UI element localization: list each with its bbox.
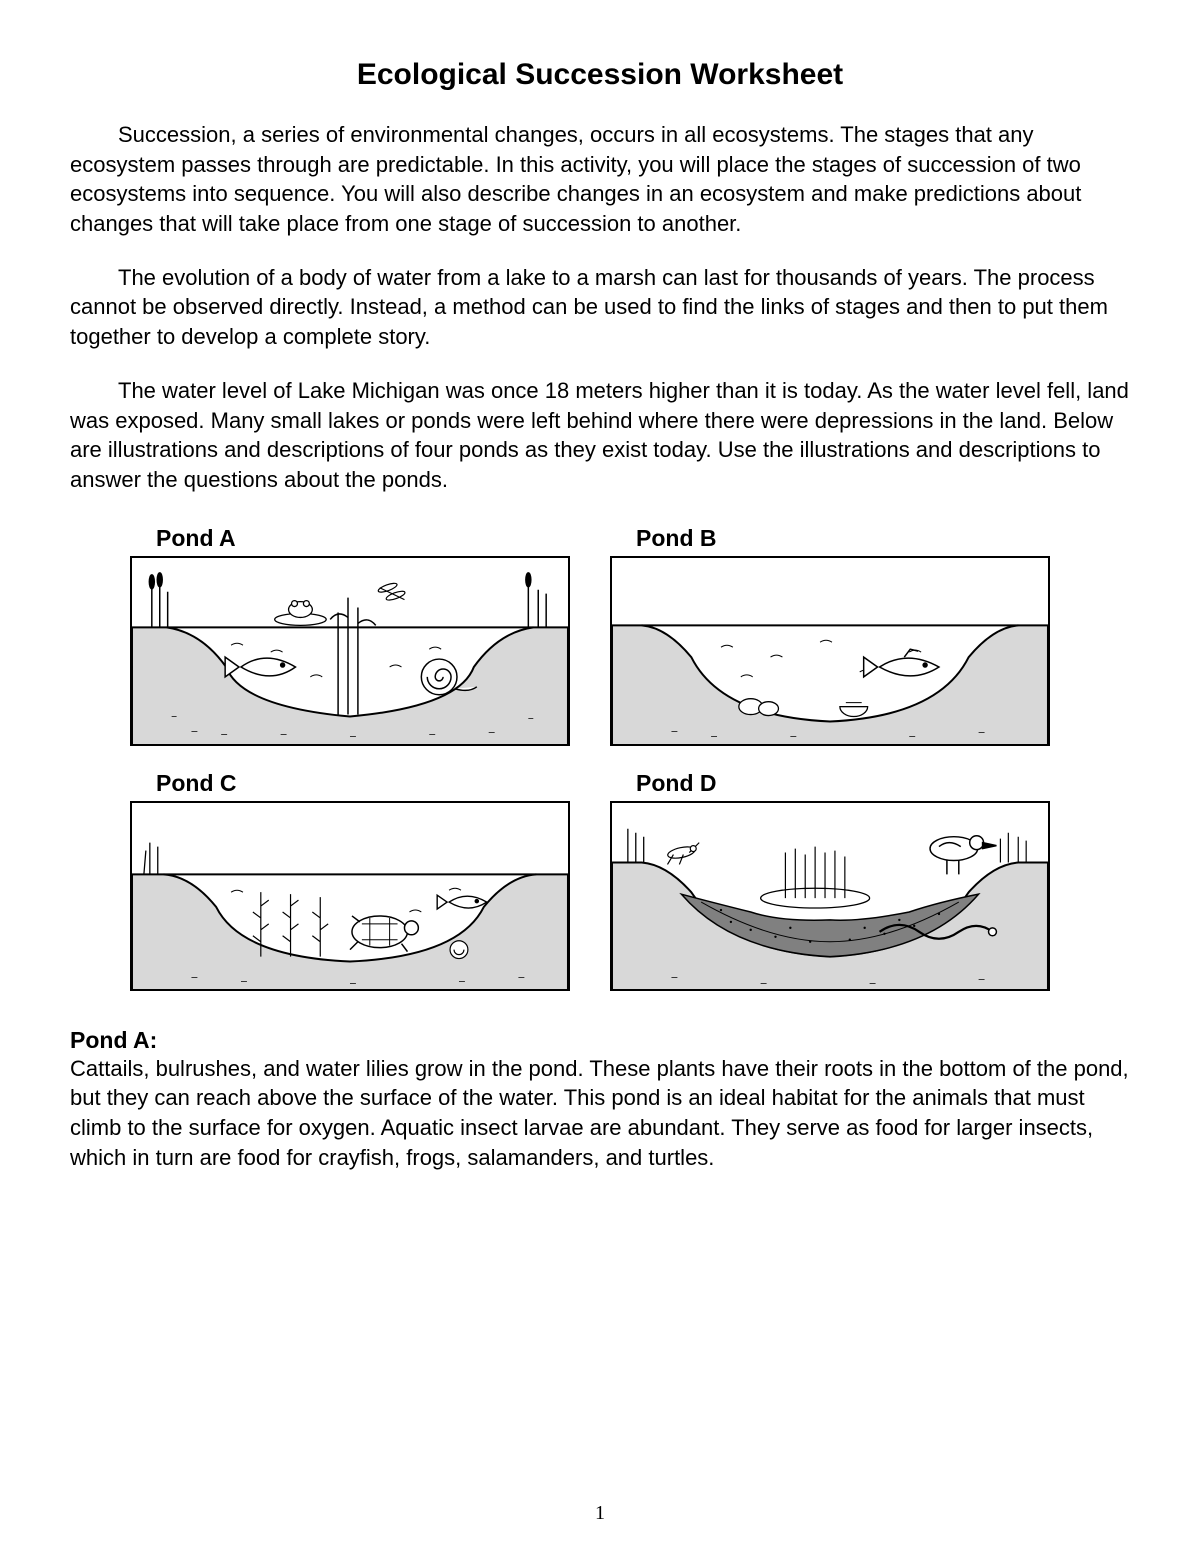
pond-d-illustration <box>610 801 1050 991</box>
pond-a-heading: Pond A: <box>70 1027 1130 1054</box>
pond-c-cell: Pond C <box>130 770 590 991</box>
pond-a-svg <box>132 558 568 746</box>
pond-a-description: Cattails, bulrushes, and water lilies gr… <box>70 1054 1130 1173</box>
worksheet-page: Ecological Succession Worksheet Successi… <box>0 0 1200 1553</box>
pond-b-illustration <box>610 556 1050 746</box>
pond-b-svg <box>612 558 1048 746</box>
pond-a-label: Pond A <box>156 525 590 552</box>
page-title: Ecological Succession Worksheet <box>70 58 1130 92</box>
pond-a-illustration <box>130 556 570 746</box>
pond-c-svg <box>132 803 568 991</box>
page-number: 1 <box>0 1502 1200 1525</box>
pond-d-svg <box>612 803 1048 991</box>
pond-c-illustration <box>130 801 570 991</box>
pond-a-cell: Pond A <box>130 525 590 746</box>
intro-paragraph-2: The evolution of a body of water from a … <box>70 263 1130 352</box>
pond-b-cell: Pond B <box>610 525 1070 746</box>
pond-c-label: Pond C <box>156 770 590 797</box>
pond-b-label: Pond B <box>636 525 1070 552</box>
pond-illustrations-grid: Pond A <box>130 525 1070 991</box>
intro-paragraph-3: The water level of Lake Michigan was onc… <box>70 376 1130 495</box>
pond-d-label: Pond D <box>636 770 1070 797</box>
intro-paragraph-1: Succession, a series of environmental ch… <box>70 120 1130 239</box>
pond-d-cell: Pond D <box>610 770 1070 991</box>
